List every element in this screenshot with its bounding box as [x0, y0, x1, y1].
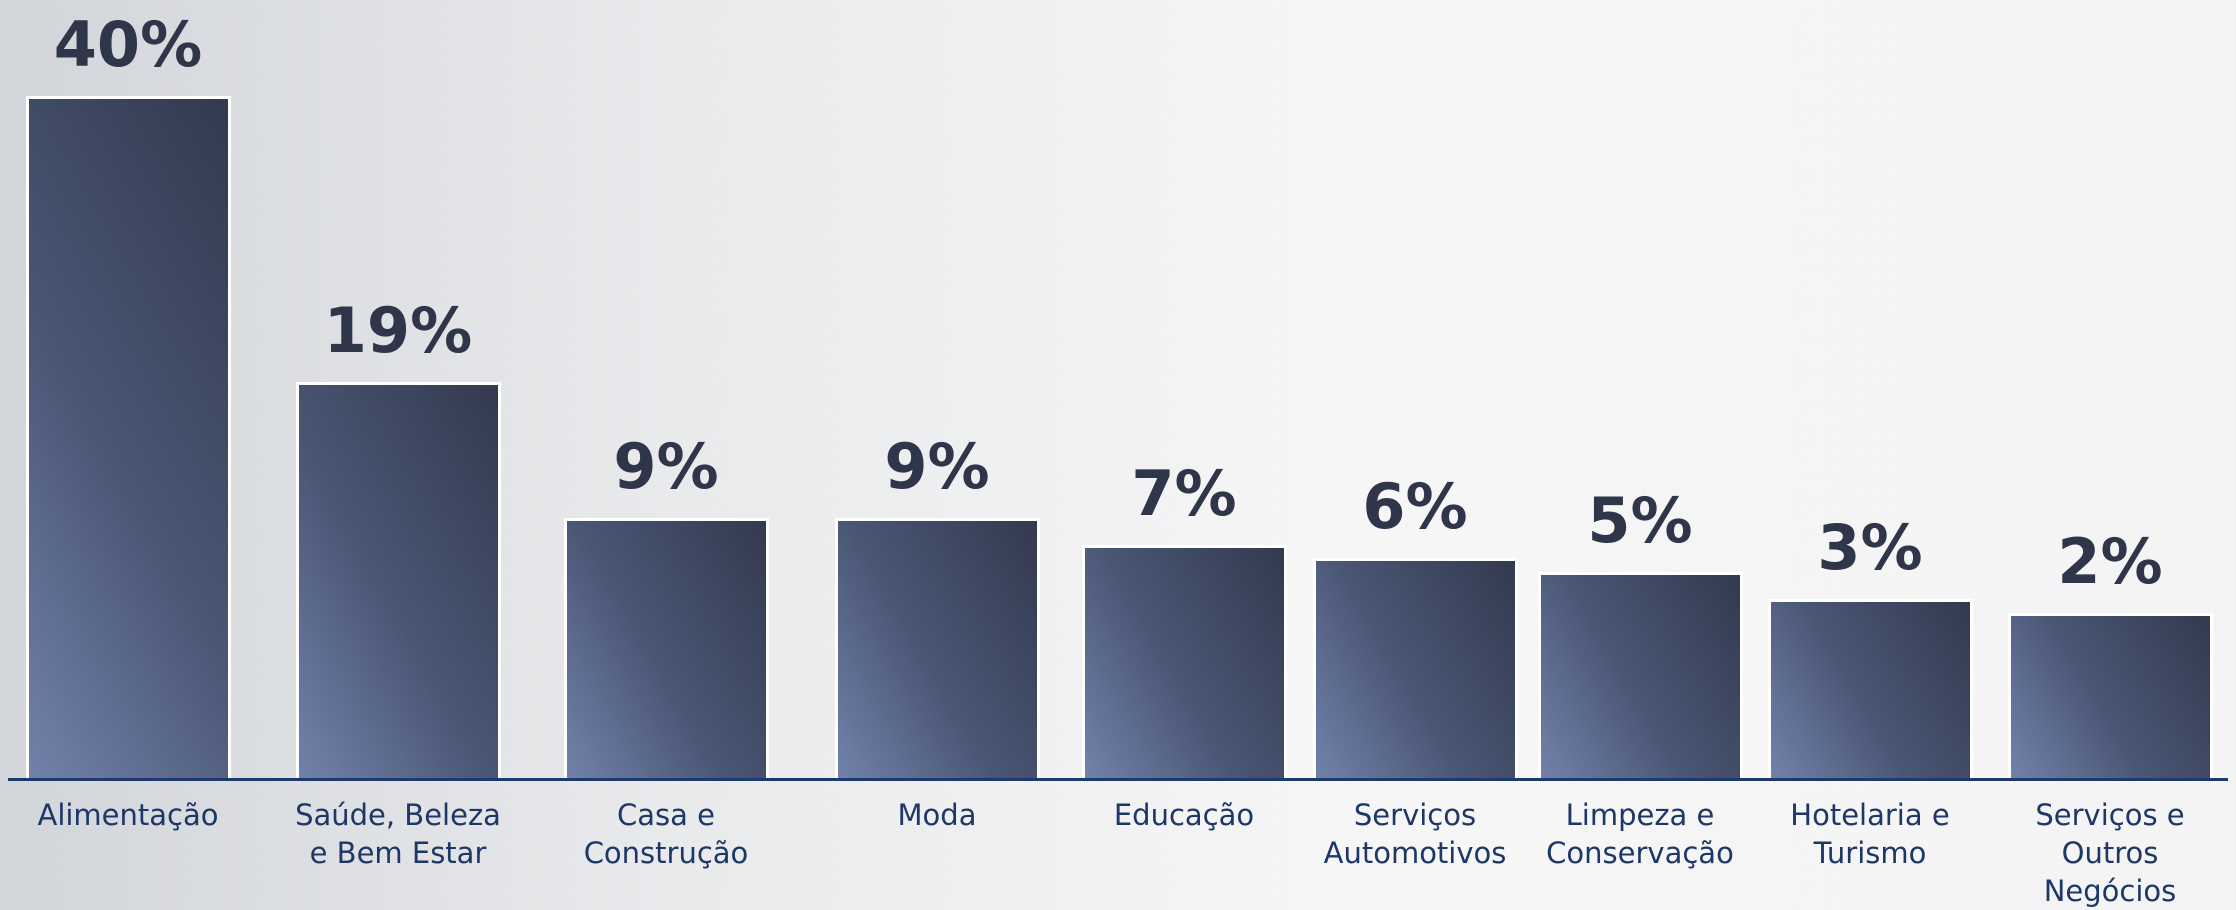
value-label: 19% [268, 294, 528, 367]
category-label: Educação [1069, 796, 1299, 834]
bar [1768, 599, 1973, 778]
baseline [8, 778, 2228, 781]
value-label: 6% [1285, 470, 1545, 543]
bar [835, 518, 1040, 778]
value-label: 9% [536, 430, 796, 503]
value-label: 7% [1054, 457, 1314, 530]
value-label: 40% [0, 8, 258, 81]
bar [2008, 613, 2213, 778]
value-label: 9% [807, 430, 1067, 503]
bar [1082, 545, 1287, 778]
bar [26, 96, 231, 778]
category-label: Serviços e Outros Negócios [1995, 796, 2225, 910]
category-label: Hotelaria e Turismo [1755, 796, 1985, 872]
category-label: Serviços Automotivos [1300, 796, 1530, 872]
bar [1313, 558, 1518, 778]
category-label: Saúde, Beleza e Bem Estar [283, 796, 513, 872]
bar [1538, 572, 1743, 778]
bar [564, 518, 769, 778]
value-label: 2% [1980, 525, 2236, 598]
category-label: Alimentação [13, 796, 243, 834]
value-label: 5% [1510, 484, 1770, 557]
value-label: 3% [1740, 511, 2000, 584]
category-label: Limpeza e Conservação [1525, 796, 1755, 872]
category-label: Casa e Construção [551, 796, 781, 872]
category-label: Moda [822, 796, 1052, 834]
bar [296, 382, 501, 778]
chart: 40% Alimentação 19% Saúde, Beleza e Bem Est… [0, 0, 2236, 874]
